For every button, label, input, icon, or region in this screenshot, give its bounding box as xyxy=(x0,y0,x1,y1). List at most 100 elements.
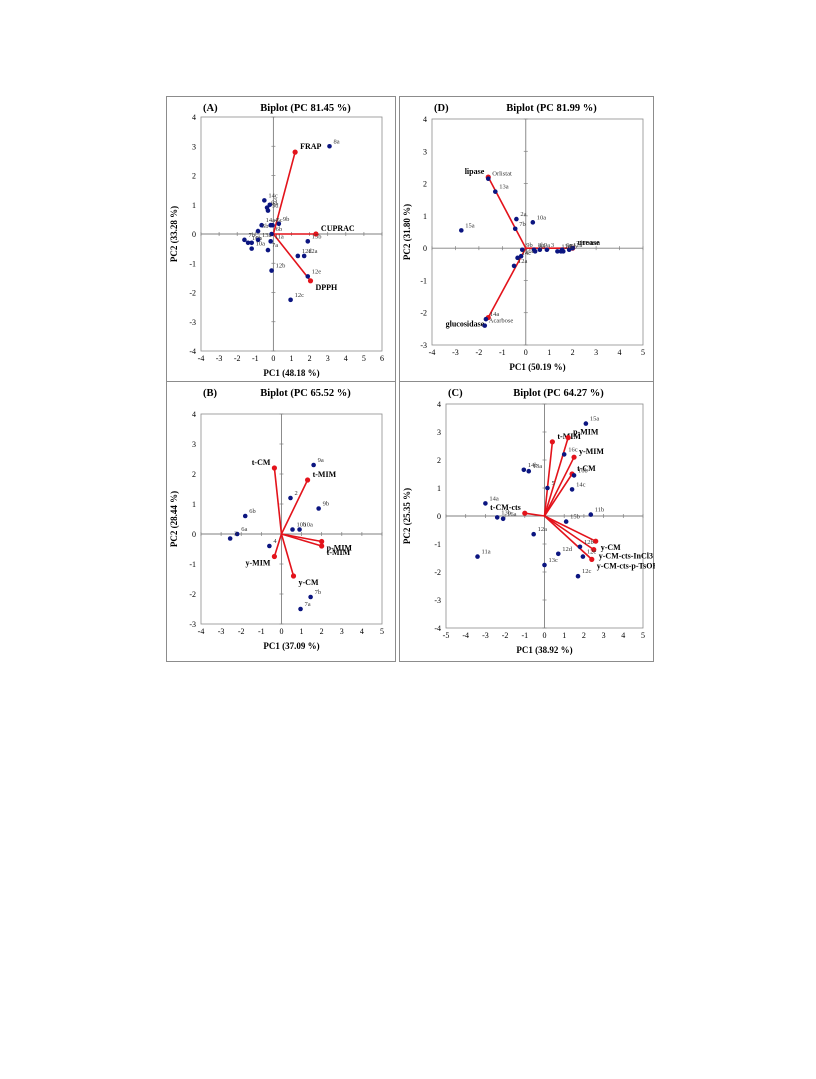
vector-label: t-MIM xyxy=(327,548,351,557)
data-point xyxy=(485,176,491,182)
point-label: 14a xyxy=(489,495,499,502)
y-tick-label: -1 xyxy=(434,540,441,549)
point-label: 16c xyxy=(568,446,578,453)
data-point xyxy=(531,531,536,537)
loading-vector xyxy=(544,515,597,542)
y-tick-label: 2 xyxy=(192,172,196,181)
data-point xyxy=(267,543,272,549)
point-label: 15b xyxy=(312,233,322,240)
point-label: 13c xyxy=(549,557,559,564)
y-tick-label: -1 xyxy=(189,560,196,569)
vector-label: t-CM xyxy=(252,458,271,467)
panel-d: -4 -3 -2 -1 0 1 2 3 4 5 -3 -2 -1 0 1 2 3 4 (D) Biplot (PC 8… xyxy=(399,96,654,383)
vector-tip xyxy=(292,149,298,155)
x-tick-label: 4 xyxy=(621,631,625,640)
panel-b: -4 -3 -2 -1 0 1 2 3 4 5 -3 -2 -1 0 1 2 3 4 (B) Biplot (PC 6… xyxy=(166,381,396,662)
point-label: 14b xyxy=(528,462,538,469)
x-tick-label: 3 xyxy=(602,631,606,640)
panel-c: -5 -4 -3 -2 -1 0 1 2 3 4 5 -4 -3 -2 -1 0 1 2 3 4 (C) Biplot (… xyxy=(399,381,655,662)
y-tick-label: 1 xyxy=(423,212,427,221)
x-tick-label: -3 xyxy=(216,354,223,363)
y-tick-label: -3 xyxy=(434,596,441,605)
data-point xyxy=(259,222,264,228)
data-point xyxy=(459,228,464,233)
data-point xyxy=(316,506,321,511)
x-tick-label: 3 xyxy=(326,354,330,363)
x-axis-label: PC1 (37.09 %) xyxy=(263,641,319,651)
panel-a: -4 -3 -2 -1 0 1 2 3 4 5 6 -4 -3 -2 -1 0 1 2 3 4 (A) Biplot (P… xyxy=(166,96,396,383)
point-label: 14c xyxy=(576,481,586,488)
y-tick-label: -3 xyxy=(420,341,427,350)
y-tick-label: 2 xyxy=(437,456,441,465)
point-label: 9b xyxy=(323,501,330,508)
data-point xyxy=(269,268,274,273)
point-label: 4 xyxy=(275,217,279,224)
point-label: 13a xyxy=(533,463,543,470)
y-tick-label: 0 xyxy=(192,530,196,539)
vector-tip xyxy=(304,477,311,483)
x-tick-label: -4 xyxy=(429,348,436,357)
y-tick-label: -1 xyxy=(189,259,196,268)
y-axis-label: PC2 (28.44 %) xyxy=(169,491,179,547)
point-label: 16a xyxy=(507,511,517,518)
vector-label: FRAP xyxy=(300,142,321,151)
data-point xyxy=(227,536,233,541)
vector-label: t-MIM xyxy=(313,470,337,479)
y-tick-label: -4 xyxy=(434,624,441,633)
point-label: 13a xyxy=(499,184,509,191)
point-label: 15a xyxy=(465,222,475,229)
data-point xyxy=(500,516,506,522)
data-point xyxy=(521,467,527,473)
x-tick-label: 2 xyxy=(571,348,575,357)
plot-frame xyxy=(431,118,644,346)
vector-label: y-MIM xyxy=(246,559,271,568)
point-label: 12d xyxy=(302,248,313,255)
data-point xyxy=(512,226,518,232)
point-label: 15b xyxy=(570,514,580,521)
loading-vector xyxy=(487,176,527,249)
data-point xyxy=(297,527,302,532)
point-label: 16a xyxy=(525,248,535,255)
loading-vector xyxy=(543,515,593,560)
data-point xyxy=(245,240,251,246)
point-label: 12d xyxy=(561,243,572,250)
x-tick-label: 4 xyxy=(344,354,348,363)
vector-tip xyxy=(589,556,595,562)
y-tick-label: 2 xyxy=(192,470,196,479)
x-tick-label: 2 xyxy=(582,631,586,640)
vector-label: p-MIM xyxy=(327,544,353,553)
data-point xyxy=(288,495,293,501)
point-label: 5b xyxy=(262,223,269,230)
y-tick-label: 4 xyxy=(423,115,427,124)
data-point xyxy=(234,531,240,537)
y-tick-label: 0 xyxy=(437,512,441,521)
point-label: 8a xyxy=(334,138,340,145)
point-label: 12c xyxy=(582,568,592,575)
point-label: 5d xyxy=(272,203,279,210)
y-tick-label: 0 xyxy=(192,230,196,239)
y-tick-label: 4 xyxy=(192,113,196,122)
point-label: 3 xyxy=(274,197,277,204)
vector-tip xyxy=(313,231,319,237)
x-tick-label: -2 xyxy=(502,631,509,640)
point-label: 15a xyxy=(590,416,600,423)
point-label: 4 xyxy=(273,538,277,545)
point-label: 16c xyxy=(565,243,575,250)
x-tick-label: 1 xyxy=(562,631,566,640)
vector-tip xyxy=(290,573,297,579)
data-point xyxy=(295,253,301,259)
x-tick-label: -4 xyxy=(198,354,205,363)
point-label: 14a xyxy=(490,311,500,318)
data-point xyxy=(483,316,489,322)
loading-vector xyxy=(281,533,322,547)
point-label: 2 xyxy=(294,490,297,497)
loading-vector xyxy=(273,467,283,535)
x-tick-label: 2 xyxy=(308,354,312,363)
x-tick-label: 1 xyxy=(290,354,294,363)
data-point xyxy=(583,421,589,426)
loading-vector xyxy=(524,512,545,517)
data-point xyxy=(526,468,532,474)
loading-vector xyxy=(272,151,296,235)
point-label: 13a xyxy=(262,232,272,239)
